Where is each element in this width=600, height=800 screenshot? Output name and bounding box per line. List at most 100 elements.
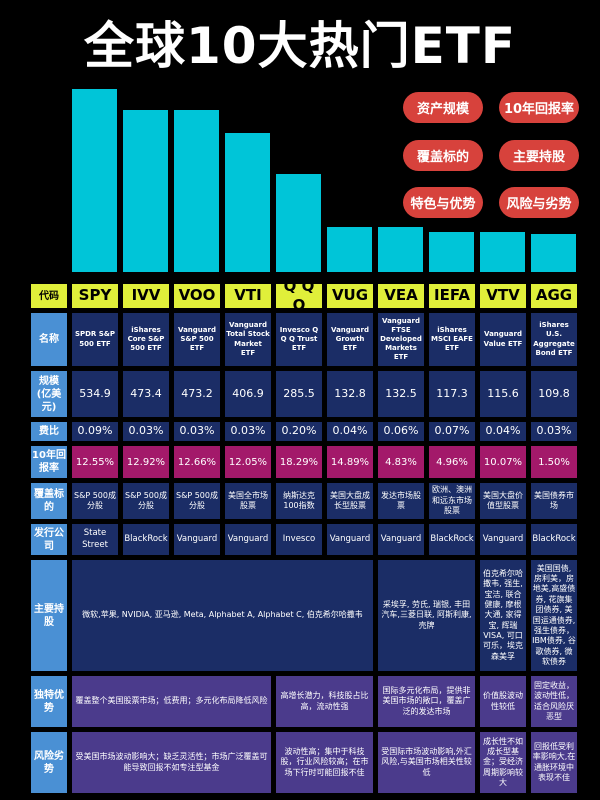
coverage: S&P 500成分股 [123, 483, 169, 519]
row-label-holdings: 主要持股 [31, 560, 67, 671]
etf-aum: 132.5 [378, 371, 424, 417]
etf-code: SPY [72, 284, 118, 308]
main-holdings: 采埃孚, 劳氏, 瑞银, 丰田汽车,三菱日联, 阿斯利康, 壳牌 [378, 560, 475, 671]
issuer: BlackRock [429, 524, 475, 555]
etf-code: VTV [480, 284, 526, 308]
row-label-fee: 费比 [31, 422, 67, 441]
coverage: 美国大盘价值型股票 [480, 483, 526, 519]
advantages: 国际多元化布局，提供非美国市场的敞口，覆盖广泛的发达市场 [378, 676, 475, 727]
etf-name: Vanguard Value ETF [480, 313, 526, 366]
tag-coverage: 覆盖标的 [403, 140, 483, 171]
ten-year-return: 4.96% [429, 446, 475, 478]
row-label-adv: 独特优势 [31, 676, 67, 727]
risks: 回报低受利率影响大,在通胀环境中表现不佳 [531, 732, 577, 793]
tag-risks: 风险与劣势 [499, 187, 579, 218]
coverage: 欧洲、澳洲和远东市场股票 [429, 483, 475, 519]
row-label-issuer: 发行公司 [31, 524, 67, 555]
row-label-scale: 规模(亿美元) [31, 371, 67, 417]
tag-advantages: 特色与优势 [403, 187, 483, 218]
ten-year-return: 12.92% [123, 446, 169, 478]
etf-name: iShares MSCI EAFE ETF [429, 313, 475, 366]
etf-name: Invesco Q Q Q Trust ETF [276, 313, 322, 366]
bar-agg [531, 234, 576, 272]
issuer: Vanguard [327, 524, 373, 555]
etf-code: IEFA [429, 284, 475, 308]
etf-aum: 132.8 [327, 371, 373, 417]
etf-code: VUG [327, 284, 373, 308]
bar-spy [72, 89, 117, 272]
issuer: Vanguard [378, 524, 424, 555]
advantages: 高增长潜力，科技股占比高，流动性强 [276, 676, 373, 727]
risks: 受国际市场波动影响,外汇风险,与美国市场相关性较低 [378, 732, 475, 793]
advantages: 覆盖整个美国股票市场；低费用；多元化布局降低风险 [72, 676, 271, 727]
expense-ratio: 0.04% [327, 422, 373, 441]
tag-aum: 资产规模 [403, 92, 483, 123]
etf-name: Vanguard Growth ETF [327, 313, 373, 366]
etf-name: iShares U.S. Aggregate Bond ETF [531, 313, 577, 366]
etf-code: IVV [123, 284, 169, 308]
coverage: S&P 500成分股 [72, 483, 118, 519]
etf-name: iShares Core S&P 500 ETF [123, 313, 169, 366]
row-label-ret: 10年回报率 [31, 446, 67, 478]
etf-code: VTI [225, 284, 271, 308]
ten-year-return: 4.83% [378, 446, 424, 478]
bar-vug [327, 226, 372, 272]
row-label-cover: 覆盖标的 [31, 483, 67, 519]
etf-aum: 285.5 [276, 371, 322, 417]
expense-ratio: 0.07% [429, 422, 475, 441]
etf-name: Vanguard FTSE Developed Markets ETF [378, 313, 424, 366]
ten-year-return: 12.55% [72, 446, 118, 478]
etf-aum: 406.9 [225, 371, 271, 417]
bar-vtv [480, 232, 525, 272]
coverage: S&P 500成分股 [174, 483, 220, 519]
ten-year-return: 18.29% [276, 446, 322, 478]
etf-code: AGG [531, 284, 577, 308]
row-label-code: 代码 [31, 284, 67, 308]
row-label-risk: 风险劣势 [31, 732, 67, 793]
main-holdings: 伯克希尔哈撒韦, 强生, 宝洁, 联合健康, 摩根大通, 家得宝, 辉瑞 VIS… [480, 560, 526, 671]
etf-aum: 534.9 [72, 371, 118, 417]
etf-aum: 117.3 [429, 371, 475, 417]
coverage: 美国全市场股票 [225, 483, 271, 519]
bar-voo [174, 110, 219, 272]
etf-comparison-table: 代码 名称 规模(亿美元) 费比 10年回报率 覆盖标的 发行公司 主要持股 独特优势 风险劣势 S… [31, 277, 577, 793]
coverage: 美国债券市场 [531, 483, 577, 519]
etf-name: SPDR S&P 500 ETF [72, 313, 118, 366]
coverage: 发达市场股票 [378, 483, 424, 519]
ten-year-return: 10.07% [480, 446, 526, 478]
bar-vti [225, 132, 270, 272]
main-holdings: 美国国债, 房利美，房地美,高盛债券, 花旗集团债券, 美国运通债券, 强生债券… [531, 560, 577, 671]
tag-holdings: 主要持股 [499, 140, 579, 171]
ten-year-return: 12.66% [174, 446, 220, 478]
advantages: 价值股波动性较低 [480, 676, 526, 727]
bar-ivv [123, 110, 168, 272]
etf-code: VOO [174, 284, 220, 308]
issuer: State Street [72, 524, 118, 555]
bar-iefa [429, 231, 474, 272]
etf-code: Q Q Q [276, 277, 322, 314]
etf-aum: 109.8 [531, 371, 577, 417]
etf-aum: 115.6 [480, 371, 526, 417]
expense-ratio: 0.03% [225, 422, 271, 441]
coverage: 纳斯达克100指数 [276, 483, 322, 519]
aum-bar-chart [0, 0, 600, 280]
ten-year-return: 12.05% [225, 446, 271, 478]
page-title: 全球10大热门ETF [84, 17, 516, 75]
expense-ratio: 0.03% [174, 422, 220, 441]
risks: 波动性高；集中于科技股，行业风险较高；在市场下行时可能回报不佳 [276, 732, 373, 793]
main-holdings: 微软,苹果, NVIDIA, 亚马逊, Meta, Alphabet A, Al… [72, 560, 373, 671]
tag-10y-return: 10年回报率 [499, 92, 579, 123]
etf-aum: 473.2 [174, 371, 220, 417]
ten-year-return: 14.89% [327, 446, 373, 478]
issuer: Invesco [276, 524, 322, 555]
issuer: BlackRock [123, 524, 169, 555]
etf-name: Vanguard Total Stock Market ETF [225, 313, 271, 366]
expense-ratio: 0.06% [378, 422, 424, 441]
issuer: Vanguard [480, 524, 526, 555]
advantages: 固定收益，波动性低，适合风险厌恶型 [531, 676, 577, 727]
issuer: Vanguard [225, 524, 271, 555]
etf-code: VEA [378, 284, 424, 308]
expense-ratio: 0.09% [72, 422, 118, 441]
etf-aum: 473.4 [123, 371, 169, 417]
bar-qqq [276, 174, 321, 272]
